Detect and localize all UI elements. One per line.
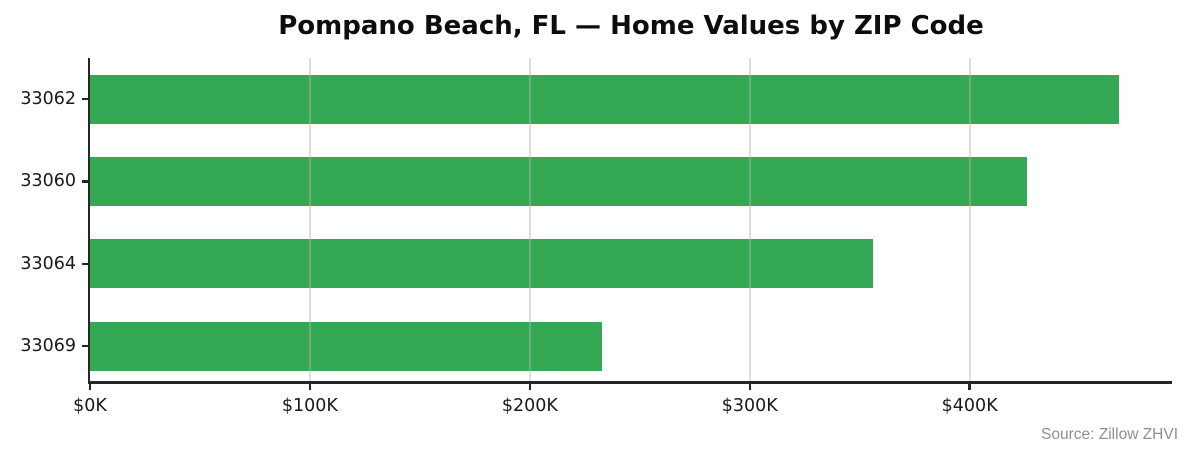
x-tick-label-100000: $100K [281,396,338,416]
source-note: Source: Zillow ZHVI [1041,426,1178,443]
y-tick-label-33060: 33060 [20,171,76,192]
gridline-200000 [528,58,531,381]
x-tick-label-200000: $200K [501,396,558,416]
gridline-400000 [968,58,971,381]
x-tick-300000 [748,383,751,390]
x-tick-400000 [968,383,971,390]
x-tick-label-300000: $300K [721,396,778,416]
x-tick-label-0: $0K [73,396,107,416]
bar-33064 [90,239,873,289]
x-tick-100000 [308,383,312,390]
gridline-100000 [308,58,311,381]
bar-33069 [90,321,603,371]
x-tick-200000 [528,383,532,390]
y-axis-spine [87,58,90,384]
y-tick-33062 [82,97,90,101]
x-tick-0 [88,383,92,390]
y-tick-33069 [82,345,90,348]
bar-33062 [90,74,1120,124]
y-tick-label-33062: 33062 [20,89,76,109]
y-tick-label-33064: 33064 [20,253,76,274]
y-tick-33064 [82,262,90,265]
gridline-300000 [748,58,751,381]
x-tick-label-400000: $400K [941,396,998,416]
y-tick-33060 [82,180,90,183]
chart-title: Pompano Beach, FL — Home Values by ZIP C… [278,11,984,41]
x-axis-spine [87,381,1172,384]
y-tick-label-33069: 33069 [20,336,76,357]
bar-33060 [90,156,1027,206]
